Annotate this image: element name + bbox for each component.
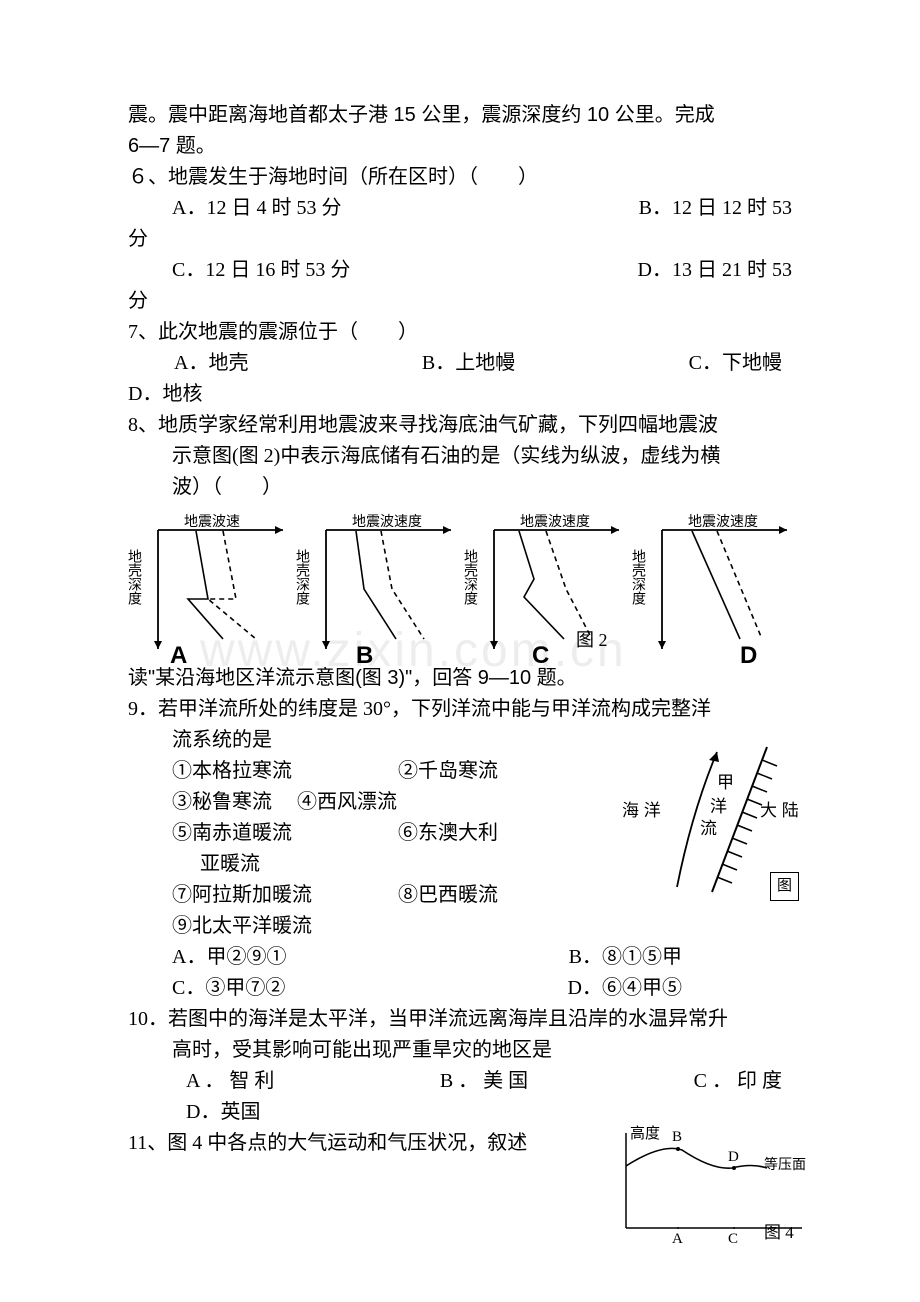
fig3-label-stream2: 流 (700, 816, 717, 842)
q9-opt-2: ②千岛寒流 (398, 756, 598, 787)
q8-stem-l3: 波）（ ） (128, 472, 792, 503)
q8-stem-l1: 8、地质学家经常利用地震波来寻找海底油气矿藏，下列四幅地震波 (128, 410, 792, 441)
fig2-a-xlabel: 地震波速 (184, 511, 240, 533)
q9-opt-3: ③秘鲁寒流 (172, 791, 272, 813)
fig3-label-ocean: 海 洋 (622, 798, 661, 824)
fig2-a-ylabel: 地壳深度 (128, 549, 142, 605)
intro-earthquake-line1: 震。震中距离海地首都太子港 15 公里，震源深度约 10 公里。完成 (128, 100, 792, 131)
fig3-caption: 图 (770, 872, 799, 901)
q11-wrapper: 11、图 4 中各点的大气运动和气压状况，叙述 高度 B D 等压面 A C 图… (128, 1128, 792, 1159)
q7-opt-d: D．地核 (128, 379, 792, 410)
q10-opt-d: D．英国 (128, 1097, 792, 1128)
fig2-a-letter: A (170, 637, 187, 674)
fig2-b-xlabel: 地震波速度 (352, 511, 422, 533)
q6-opt-b: B．12 日 12 时 53 (639, 193, 792, 224)
fig2-panel-d: 地震波速度 地壳深度 D (632, 509, 792, 659)
fig2-d-ylabel: 地壳深度 (632, 549, 646, 605)
q6-opt-c: C．12 日 16 时 53 分 (172, 255, 350, 286)
fig4-label-a: A (672, 1228, 683, 1251)
fig4-label-d: D (728, 1146, 739, 1169)
fig2-panel-b: 地震波速度 地壳深度 B (296, 509, 456, 659)
q9-opt-1: ①本格拉寒流 (128, 756, 398, 787)
fig2-caption: 图 2 (576, 627, 608, 655)
fig4-label-b: B (672, 1126, 682, 1149)
intro-earthquake-line2: 6—7 题。 (128, 131, 792, 162)
q6-opt-a: A．12 日 4 时 53 分 (172, 193, 341, 224)
q9-opt-d: D．⑥④甲⑤ (568, 973, 682, 1004)
q6-opt-d: D．13 日 21 时 53 (638, 255, 792, 286)
fig2-d-letter: D (740, 637, 757, 674)
q9-opt-a: A．甲②⑨① (172, 942, 286, 973)
q7-opt-b: B．上地幔 (422, 348, 515, 379)
q9-opt-b: B．⑧①⑤甲 (569, 942, 682, 973)
fig2-c-letter: C (532, 637, 549, 674)
q9-opt-8: ⑧巴西暖流 (398, 880, 598, 911)
fig4-label-dengya: 等压面 (764, 1154, 806, 1176)
figure-4: 高度 B D 等压面 A C 图 4 (612, 1128, 812, 1248)
q10-stem-l2: 高时，受其影响可能出现严重旱灾的地区是 (128, 1035, 792, 1066)
q9-stem-l1: 9．若甲洋流所处的纬度是 30°，下列洋流中能与甲洋流构成完整洋 (128, 694, 792, 725)
q8-stem-l2: 示意图(图 2)中表示海底储有石油的是（实线为纵波，虚线为横 (128, 441, 792, 472)
figure-3: 甲 洋 流 海 洋 大 陆 图 (622, 742, 812, 912)
q10-stem-l1: 10．若图中的海洋是太平洋，当甲洋流远离海岸且沿岸的水温异常升 (128, 1004, 792, 1035)
fig2-b-ylabel: 地壳深度 (296, 549, 310, 605)
fig4-label-c: C (728, 1228, 738, 1251)
q6-d-tail: 分 (128, 286, 792, 317)
q10-opt-b: B ． 美 国 (440, 1066, 528, 1097)
fig2-c-xlabel: 地震波速度 (520, 511, 590, 533)
fig2-b-letter: B (356, 637, 373, 674)
q9-opt-6a: ⑥东澳大利 (398, 818, 598, 849)
q6-b-tail: 分 (128, 224, 792, 255)
fig2-panel-a: 地震波速 地壳深度 A (128, 509, 288, 659)
q9-opt-4: ④西风漂流 (297, 791, 397, 813)
intro-currents: 读"某沿海地区洋流示意图(图 3)"，回答 9—10 题。 (128, 663, 792, 694)
q7-opt-a: A．地壳 (174, 348, 248, 379)
fig2-d-xlabel: 地震波速度 (688, 511, 758, 533)
q10-opt-a: A ． 智 利 (186, 1066, 274, 1097)
q6-stem: ６、地震发生于海地时间（所在区时）（ ） (128, 162, 792, 193)
q9-opt-c: C．③甲⑦② (172, 973, 285, 1004)
q7-opt-c: C．下地幔 (689, 348, 782, 379)
fig4-caption: 图 4 (764, 1220, 794, 1246)
q9-opt-7: ⑦阿拉斯加暖流 (128, 880, 398, 911)
q9-opt-9: ⑨北太平洋暖流 (128, 911, 792, 942)
q9-opt-5: ⑤南赤道暖流 (128, 818, 398, 849)
fig4-label-gaodu: 高度 (630, 1122, 660, 1145)
q10-opt-c: C ． 印 度 (694, 1066, 782, 1097)
fig2-c-ylabel: 地壳深度 (464, 549, 478, 605)
figure-2: 地震波速 地壳深度 A 地震波速度 地壳深度 B 地震波速度 地壳深度 (128, 509, 792, 659)
fig3-label-jia: 甲 (717, 770, 734, 796)
q7-stem: 7、此次地震的震源位于（ ） (128, 317, 792, 348)
q9-wrapper: 9．若甲洋流所处的纬度是 30°，下列洋流中能与甲洋流构成完整洋 流系统的是 ①… (128, 694, 792, 1004)
fig3-label-land: 大 陆 (760, 798, 799, 824)
